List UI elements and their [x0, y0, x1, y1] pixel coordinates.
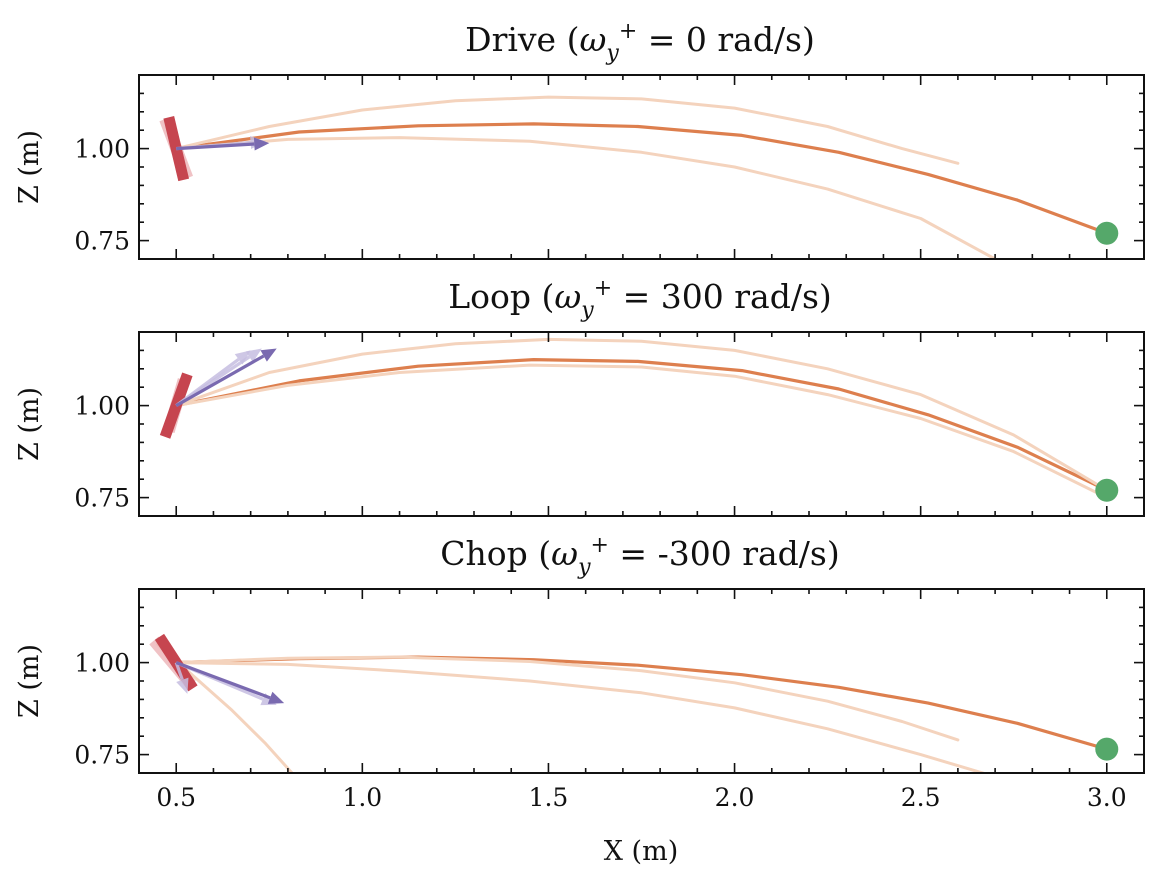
velocity-arrow-head [260, 348, 277, 362]
target-ball [1095, 737, 1119, 761]
panel-title: Chop (ωy+ = -300 rad/s) [440, 533, 839, 580]
velocity-arrow-shaft [175, 354, 265, 407]
velocity-arrow-head [253, 137, 270, 151]
panel-title: Loop (ωy+ = 300 rad/s) [448, 276, 832, 323]
y-tick-label: 0.75 [74, 484, 130, 513]
y-tick-label: 1.00 [74, 135, 130, 164]
axes-frame [138, 74, 1145, 260]
x-tick-label: 1.5 [529, 783, 569, 812]
x-tick-label: 1.0 [342, 783, 382, 812]
y-tick-label: 0.75 [74, 227, 130, 256]
series-trajectory [174, 358, 1109, 492]
target-ball [1095, 221, 1119, 245]
y-tick-label: 0.75 [74, 741, 130, 770]
plot-area [159, 95, 1109, 259]
x-tick-label: 2.5 [901, 783, 941, 812]
series-sample-high [174, 95, 960, 165]
panel-drive: Drive (ωy+ = 0 rad/s) Z (m) 0.75 1.00 [14, 19, 1145, 260]
y-axis-label: Z (m) [14, 644, 45, 718]
panel-title: Drive (ωy+ = 0 rad/s) [465, 19, 815, 66]
panel-chop: Chop (ωy+ = -300 rad/s) Z (m) X (m) 0.75… [14, 533, 1145, 867]
series-sample-high [174, 337, 1109, 492]
x-tick-label: 3.0 [1087, 783, 1127, 812]
y-tick-label: 1.00 [74, 649, 130, 678]
plot-area [149, 633, 1109, 773]
velocity-arrow-shaft [176, 142, 255, 151]
velocity-arrow-ghost-1-head [245, 348, 262, 363]
x-tick-label: 0.5 [156, 783, 196, 812]
series-sample-low [174, 661, 988, 773]
plot-area [159, 337, 1109, 500]
y-tick-label: 1.00 [74, 392, 130, 421]
velocity-arrow-shaft [175, 661, 271, 700]
velocity-arrow-ghost-0-shaft [174, 662, 184, 681]
y-axis-label: Z (m) [14, 387, 45, 461]
y-axis-label: Z (m) [14, 130, 45, 204]
series-sample-high [174, 655, 960, 742]
velocity-arrow-ghost-0-head [176, 677, 189, 694]
series-trajectory [174, 122, 1109, 235]
series-sample-low [174, 136, 997, 259]
target-ball [1095, 478, 1119, 502]
x-axis-label: X (m) [604, 836, 678, 867]
panel-loop: Loop (ωy+ = 300 rad/s) Z (m) 0.75 1.00 [14, 276, 1145, 517]
velocity-arrow-head [267, 691, 285, 704]
series-sample-low [174, 363, 1109, 500]
axes-frame [138, 588, 1145, 774]
x-tick-label: 2.0 [715, 783, 755, 812]
velocity-arrow-ghost-0-head [234, 350, 251, 365]
axes-frame [138, 331, 1145, 517]
